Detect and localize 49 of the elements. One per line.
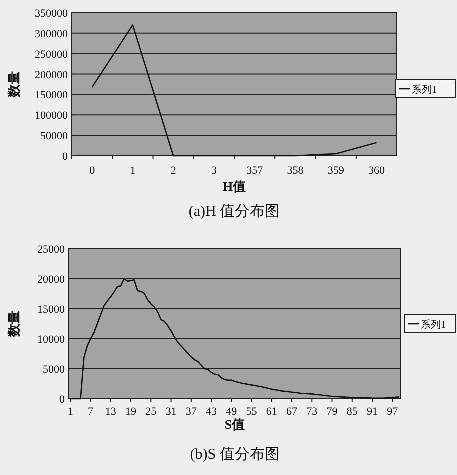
x-tick-label: 55 (246, 406, 258, 418)
y-tick-label: 0 (60, 394, 66, 406)
x-tick-label: 1 (68, 406, 74, 418)
x-tick-label: 358 (287, 165, 304, 177)
y-tick-label: 200000 (35, 69, 68, 82)
line-series (92, 24, 378, 157)
y-tick-label: 250000 (35, 48, 68, 61)
y-tick-label: 100000 (35, 110, 68, 122)
y-tick-label: 25000 (38, 244, 66, 256)
x-tick-label: 49 (226, 406, 238, 418)
x-tick-label: 31 (166, 406, 177, 418)
y-tick-label: 300000 (35, 28, 68, 40)
x-tick-label: 79 (326, 406, 338, 418)
x-tick-label: 19 (126, 406, 138, 418)
x-axis-title: S值 (224, 417, 246, 432)
x-tick-label: 359 (328, 165, 345, 177)
y-axis-title: 数量 (6, 72, 22, 98)
line-series (70, 278, 400, 400)
x-tick-label: 1 (130, 165, 136, 177)
x-tick-label: 61 (266, 406, 278, 418)
y-tick-label: 0 (62, 151, 68, 163)
x-tick-label: 67 (286, 406, 298, 418)
legend-label: 系列1 (412, 84, 437, 96)
text: (b)S 值分布图 (190, 446, 280, 463)
text: (a)H 值分布图 (188, 203, 280, 220)
x-tick-label: 2 (170, 165, 176, 177)
x-tick-label: 97 (387, 406, 399, 418)
y-tick-label: 15000 (38, 304, 66, 316)
x-tick-label: 357 (246, 165, 264, 177)
y-tick-label: 50000 (40, 130, 68, 143)
y-tick-label: 350000 (35, 8, 68, 20)
legend-label: 系列1 (421, 319, 446, 331)
y-tick-label: 150000 (35, 90, 68, 102)
y-tick-label: 10000 (38, 334, 66, 346)
y-tick-label: 20000 (38, 274, 66, 286)
x-tick-label: 360 (368, 165, 386, 177)
x-tick-label: 13 (105, 406, 117, 418)
x-tick-label: 73 (306, 406, 318, 418)
x-tick-label: 25 (146, 406, 158, 418)
x-tick-label: 85 (346, 406, 358, 418)
x-tick-label: 37 (186, 406, 198, 418)
x-tick-label: 7 (88, 406, 94, 418)
x-tick-label: 91 (366, 406, 378, 418)
x-tick-label: 0 (90, 165, 96, 177)
x-tick-label: 3 (211, 165, 218, 177)
x-tick-label: 43 (206, 406, 218, 418)
y-tick-label: 5000 (43, 364, 66, 376)
y-axis-title: 数量 (6, 311, 22, 338)
x-axis-title: H值 (222, 179, 246, 194)
